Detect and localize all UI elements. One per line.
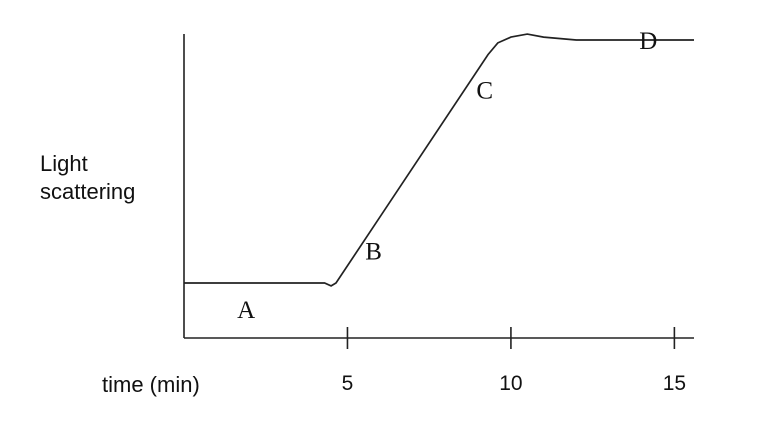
x-axis-label: time (min) bbox=[102, 372, 200, 397]
curve-annotations: A B C D bbox=[237, 28, 657, 324]
annotation-label: C bbox=[476, 78, 493, 105]
x-tick-label: 5 bbox=[342, 372, 354, 395]
annotation-label: B bbox=[365, 239, 382, 266]
series-line bbox=[184, 33, 694, 287]
annotation-label: A bbox=[237, 297, 255, 324]
x-tick-label: 10 bbox=[499, 372, 522, 395]
x-tick-label: 15 bbox=[663, 372, 686, 395]
y-axis-label-line-1: Light bbox=[40, 151, 88, 176]
x-ticks: 5 10 15 bbox=[342, 327, 686, 395]
annotation-label: D bbox=[639, 28, 657, 55]
y-axis-label: Light scattering bbox=[40, 150, 135, 206]
y-axis-label-line-2: scattering bbox=[40, 179, 136, 204]
